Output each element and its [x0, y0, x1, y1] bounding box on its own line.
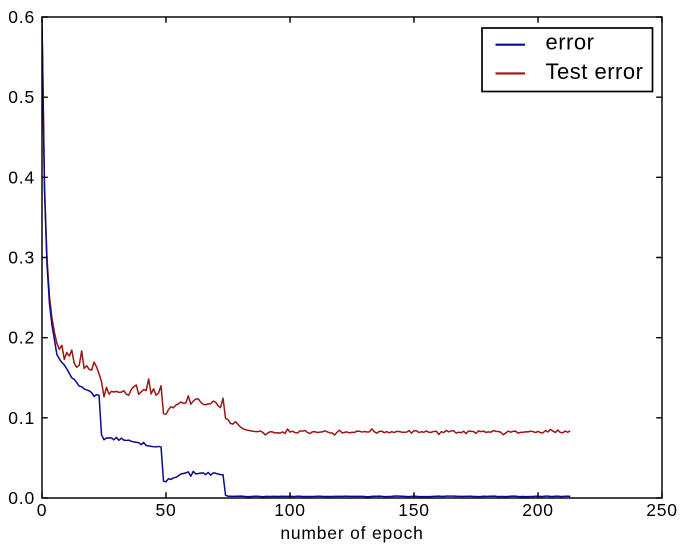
- svg-text:number of epoch: number of epoch: [280, 523, 423, 543]
- svg-text:error: error: [546, 30, 595, 55]
- svg-text:250: 250: [646, 500, 678, 520]
- svg-text:200: 200: [522, 500, 554, 520]
- svg-text:100: 100: [274, 500, 306, 520]
- svg-text:50: 50: [155, 500, 176, 520]
- svg-text:0.2: 0.2: [8, 328, 35, 348]
- svg-text:0.4: 0.4: [8, 167, 35, 187]
- svg-text:Test error: Test error: [546, 59, 644, 84]
- svg-text:0.5: 0.5: [8, 87, 35, 107]
- svg-text:150: 150: [398, 500, 430, 520]
- svg-text:0: 0: [37, 500, 48, 520]
- svg-text:0.6: 0.6: [8, 7, 35, 27]
- svg-text:0.3: 0.3: [8, 248, 35, 268]
- svg-text:0.0: 0.0: [8, 488, 35, 508]
- svg-text:0.1: 0.1: [8, 408, 35, 428]
